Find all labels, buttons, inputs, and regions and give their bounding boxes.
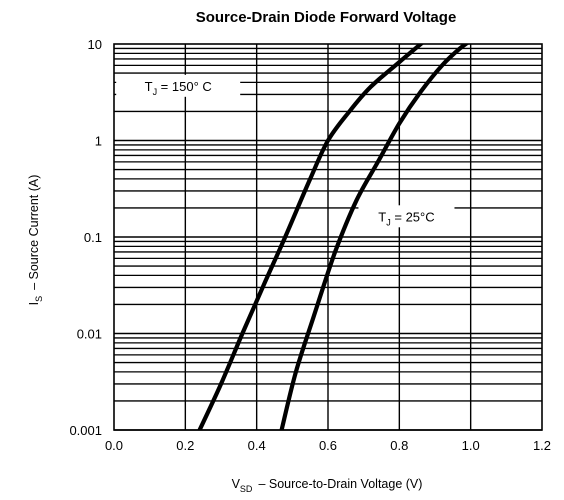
curves xyxy=(197,44,470,430)
x-axis-symbol: V xyxy=(232,477,241,491)
series-label-25c-bg xyxy=(358,205,455,228)
x-tick-label: 1.2 xyxy=(533,438,551,453)
series-label-text: = 25°C xyxy=(391,209,435,224)
y-axis-subscript: S xyxy=(34,296,44,302)
x-tick-label: 0.4 xyxy=(248,438,266,453)
y-tick-label: 1 xyxy=(95,134,102,149)
grid xyxy=(114,44,542,431)
x-axis-subscript: SD xyxy=(240,484,253,494)
series-label-text: = 150° C xyxy=(157,79,212,94)
y-tick-label: 0.1 xyxy=(84,230,102,245)
y-axis-symbol: I xyxy=(27,302,41,305)
series-label-25c: TJ = 25°C xyxy=(378,209,434,227)
series-line-25c xyxy=(279,44,470,430)
series-line-150c xyxy=(197,44,425,430)
x-axis-label: VSD – Source-to-Drain Voltage (V) xyxy=(232,477,423,494)
series-labels: TJ = 150° CTJ = 25°C xyxy=(116,74,455,228)
series-label-subscript: J xyxy=(386,217,391,227)
y-tick-label: 0.01 xyxy=(77,327,102,342)
y-axis-label: IS – Source Current (A) xyxy=(27,175,44,306)
y-tick-labels: 0.001 0.01 0.1 1 10 xyxy=(69,37,102,438)
x-tick-label: 1.0 xyxy=(462,438,480,453)
x-tick-label: 0.0 xyxy=(105,438,123,453)
y-tick-label: 10 xyxy=(88,37,102,52)
x-axis-text: – Source-to-Drain Voltage (V) xyxy=(258,477,422,491)
x-tick-label: 0.2 xyxy=(176,438,194,453)
series-label-150c-bg xyxy=(116,74,241,97)
chart-title: Source-Drain Diode Forward Voltage xyxy=(196,9,457,26)
series-label-150c: TJ = 150° C xyxy=(145,79,212,97)
x-tick-label: 0.6 xyxy=(319,438,337,453)
x-tick-labels: 0.0 0.2 0.4 0.6 0.8 1.0 1.2 xyxy=(105,438,551,453)
series-label-subscript: J xyxy=(153,87,158,97)
x-tick-label: 0.8 xyxy=(390,438,408,453)
series-label-symbol: T xyxy=(145,79,153,94)
y-tick-label: 0.001 xyxy=(69,423,102,438)
y-axis-text: – Source Current (A) xyxy=(27,175,41,290)
series-label-symbol: T xyxy=(378,209,386,224)
plot-frame xyxy=(113,43,543,431)
